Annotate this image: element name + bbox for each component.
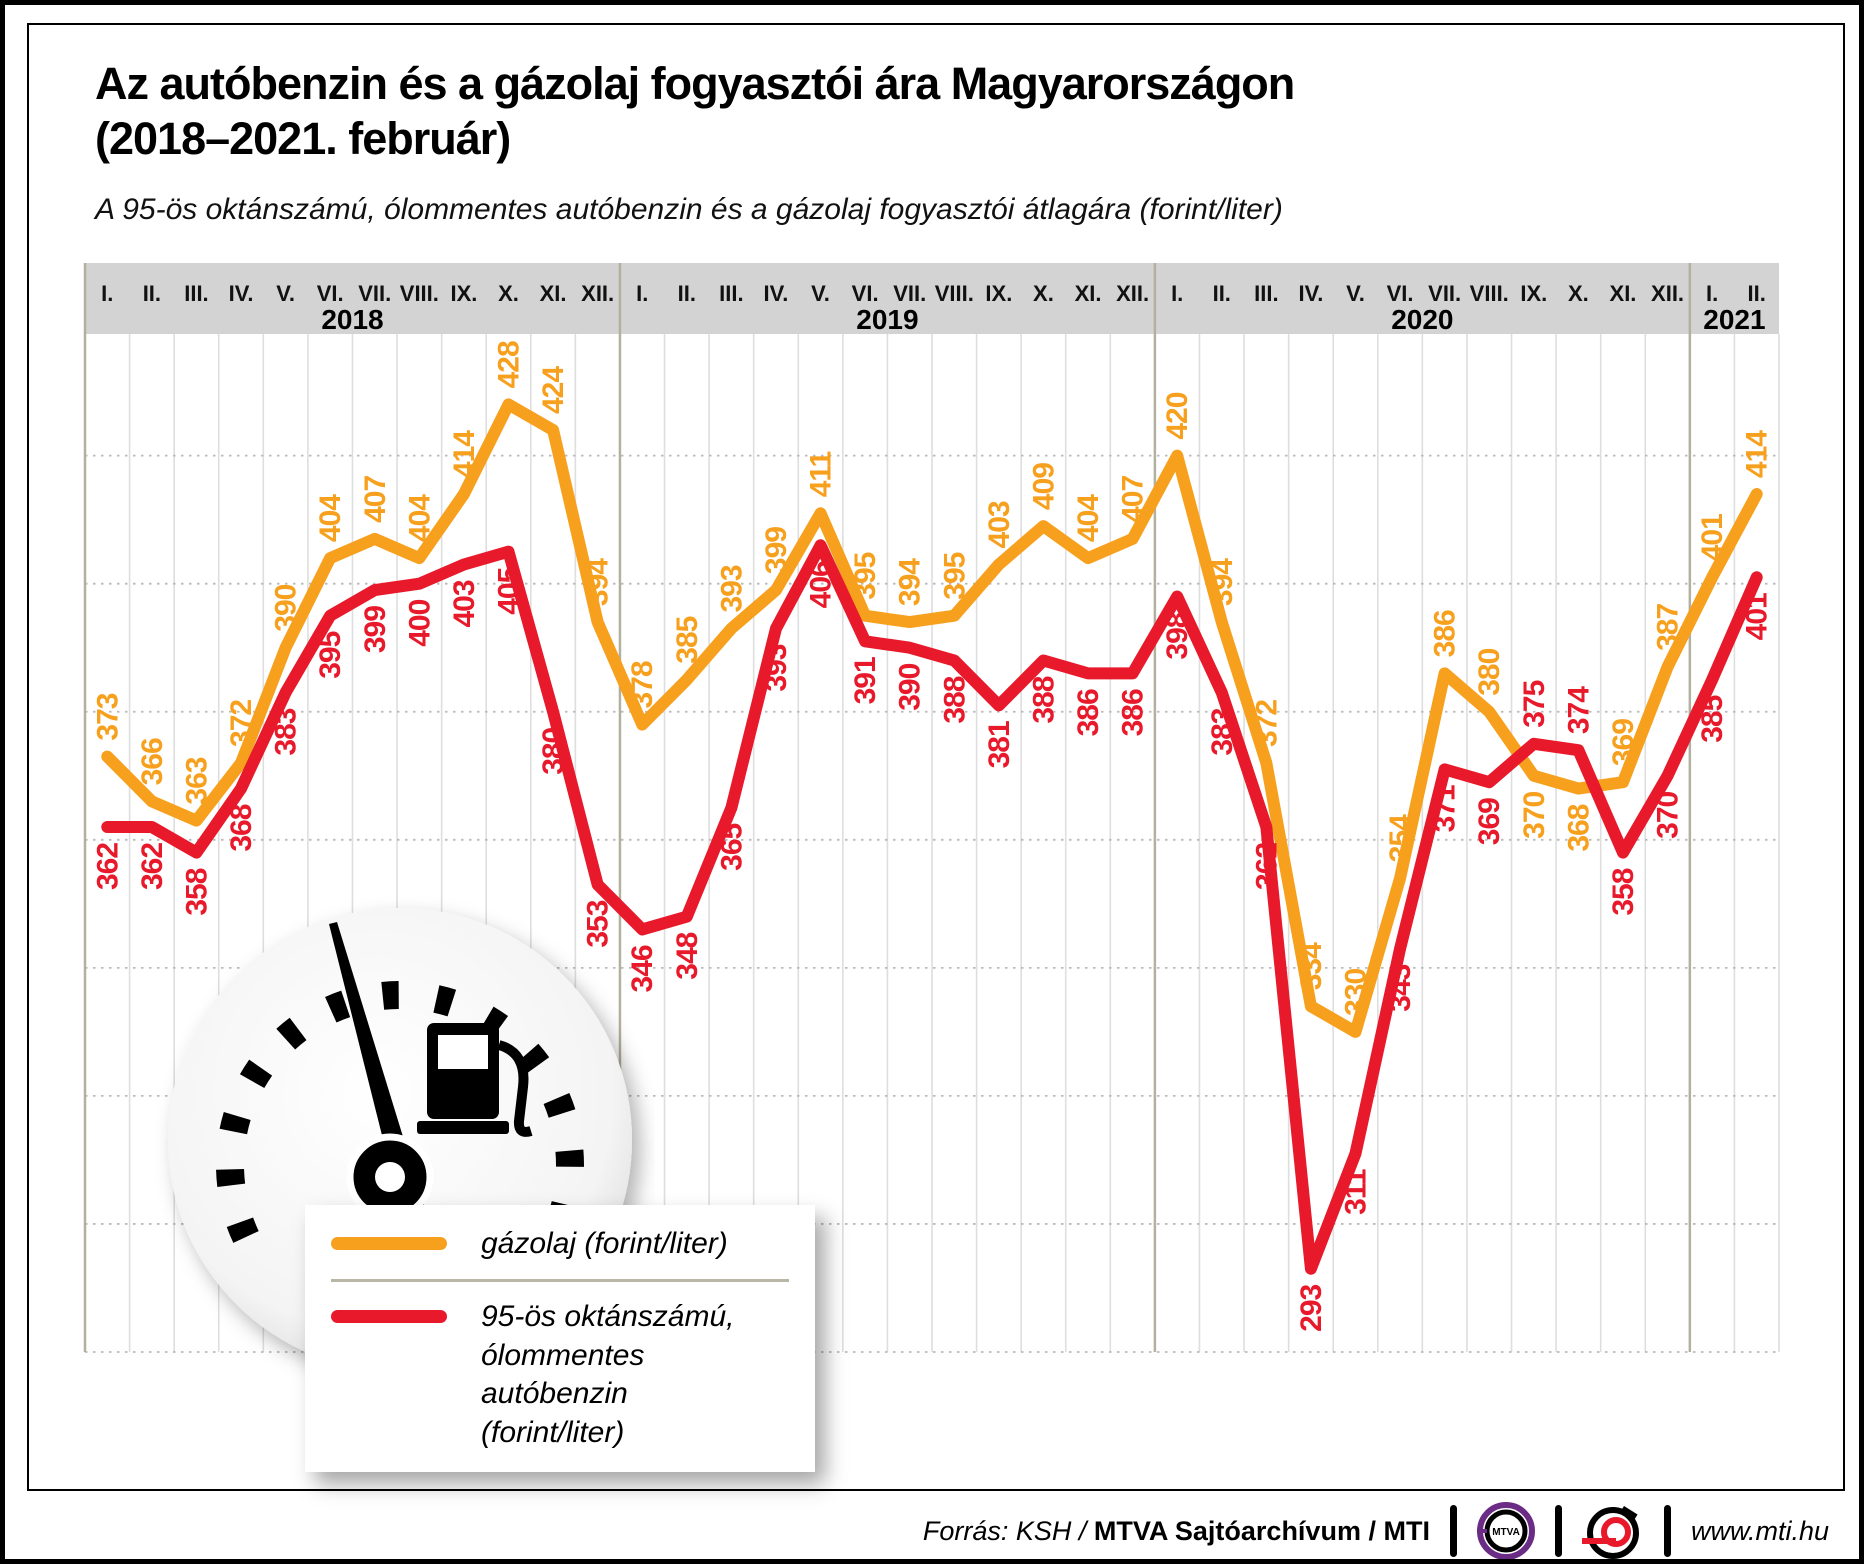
diesel-line-swatch <box>331 1237 447 1250</box>
page-subtitle: A 95-ös oktánszámú, ólommentes autóbenzi… <box>95 193 1283 226</box>
footer: Forrás: KSH / MTVA Sajtóarchívum / MTI M… <box>923 1502 1829 1559</box>
legend-petrol-line-2: ólommentes autóbenzin <box>481 1338 645 1411</box>
fuel-pump-icon <box>417 1023 533 1137</box>
legend-petrol-line-3: (forint/liter) <box>481 1415 625 1449</box>
petrol-line-swatch <box>331 1310 447 1324</box>
title-line-2: (2018–2021. február) <box>95 112 511 164</box>
website-url: www.mti.hu <box>1690 1515 1829 1546</box>
footer-separator-2 <box>1554 1505 1562 1557</box>
footer-separator-1 <box>1449 1505 1457 1557</box>
svg-text:MTVA: MTVA <box>1492 1527 1520 1538</box>
mti-logo <box>1581 1505 1639 1559</box>
page-title: Az autóbenzin és a gázolaj fogyasztói ár… <box>95 57 1295 167</box>
source-prefix: Forrás: KSH / <box>922 1515 1094 1546</box>
gauge-pivot-center <box>375 1162 405 1192</box>
source-bold: MTVA Sajtóarchívum / MTI <box>1093 1515 1430 1546</box>
legend-petrol-line-1: 95-ös oktánszámú, <box>481 1300 735 1334</box>
legend-item-diesel: gázolaj (forint/liter) <box>331 1225 789 1263</box>
legend-divider <box>331 1279 789 1283</box>
legend-label-diesel: gázolaj (forint/liter) <box>481 1227 728 1260</box>
footer-separator-3 <box>1663 1505 1671 1557</box>
legend-label-petrol: 95-ös oktánszámú, ólommentes autóbenzin … <box>481 1298 789 1452</box>
mtva-logo: MTVA <box>1476 1502 1535 1559</box>
title-line-1: Az autóbenzin és a gázolaj fogyasztói ár… <box>95 58 1295 109</box>
source-credit: Forrás: KSH / MTVA Sajtóarchívum / MTI <box>923 1516 1430 1547</box>
inner-border-frame <box>27 23 1845 1491</box>
legend: gázolaj (forint/liter) 95-ös oktánszámú,… <box>305 1205 815 1472</box>
legend-item-petrol: 95-ös oktánszámú, ólommentes autóbenzin … <box>331 1298 789 1452</box>
